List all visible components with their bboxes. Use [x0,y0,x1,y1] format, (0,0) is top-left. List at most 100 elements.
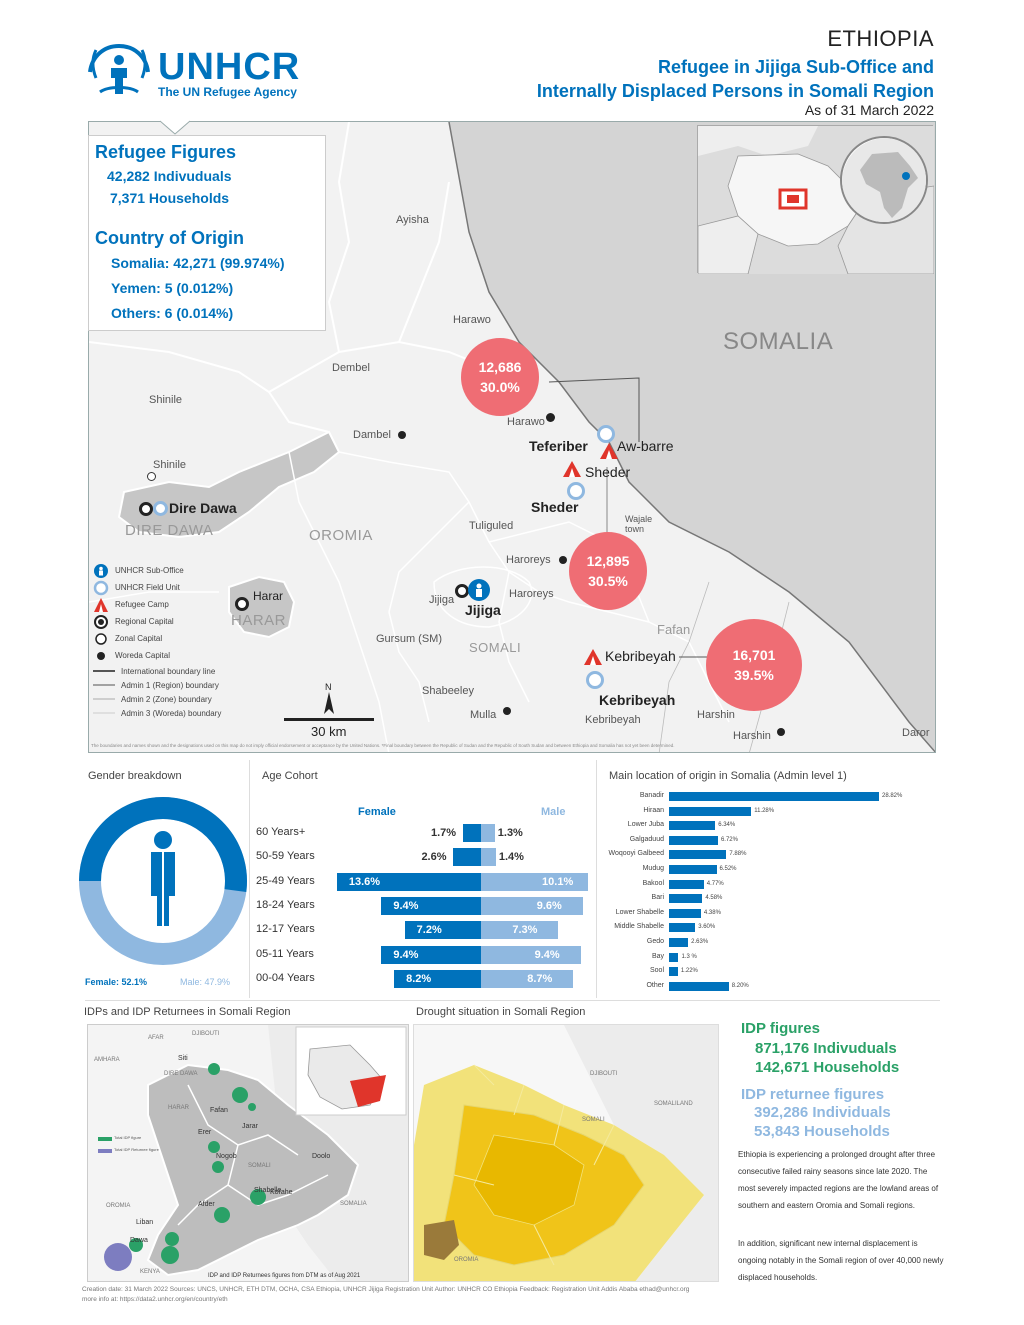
label-somali: SOMALI [469,640,522,655]
person-icon [151,831,175,926]
unhcr-logo [86,42,152,98]
origin-value-label: 4.77% [706,880,724,887]
age-male-value: 8.7% [527,972,553,985]
idp-label-somalia: SOMALIA [340,1201,367,1207]
origin-category-label: Banadir [639,792,664,799]
regional-capital-jijiga [455,584,469,598]
idp-label-siti: Siti [178,1055,188,1062]
idp-label-somali: SOMALI [248,1163,271,1169]
origin-bar [669,806,752,816]
idp-label-oromia: OROMIA [106,1203,131,1209]
bubble-count: 12,686 [478,359,522,375]
origin-category-label: Hiraan [643,806,664,814]
divider [85,1000,940,1001]
refugee-camp-icon [94,597,108,612]
origin-value-label: 6.72% [720,836,738,843]
label-haroreys: Haroreys [506,554,551,566]
refugee-camp-sheder-icon [563,461,581,477]
origin-bar [669,952,679,962]
footer-link[interactable]: more info at: https://data2.unhcr.org/en… [82,1296,228,1303]
label-jijiga: Jijiga [465,602,501,618]
origin-value-label: 4.58% [705,895,723,902]
population-bubble-kebribeyah: 16,701 39.5% [706,619,802,711]
idp-label-liban: Liban [136,1219,154,1226]
origin-value-label: 28.82% [882,793,903,799]
field-unit-sheder-icon [567,482,585,500]
age-female-value: 1.7% [430,827,457,839]
woreda-capital-dambel [398,431,406,439]
age-male-label: Male [541,806,566,818]
legend-zonal-capital: Zonal Capital [93,630,253,647]
label-harawo: Harawo [453,314,491,326]
page-country: ETHIOPIA [827,26,934,51]
age-female-bar [394,969,481,988]
label-tuliguled: Tuliguled [469,520,514,532]
idp-label-afder: Afder [198,1201,215,1208]
age-row-label: 00-04 Years [256,971,315,984]
legend-label: Admin 1 (Region) boundary [121,680,219,690]
idp-map: AFAR DJIBOUTI AMHARA Siti DIRE DAWA HARA… [87,1024,409,1282]
origin-category-label: Bari [651,894,664,902]
label-kebribeyah-camp: Kebribeyah [605,648,676,664]
origin-category-label: Bakool [642,879,664,887]
bubble-pct: 39.5% [734,667,774,683]
origin-bar [669,821,716,831]
drought-label-somali: SOMALI [582,1117,605,1123]
label-aw-barre: Aw-barre [617,438,674,454]
divider [596,760,597,998]
idp-map-note: IDP and IDP Returnees figures from DTM a… [208,1273,361,1279]
origin-category-label: Bay [651,952,664,960]
report-date: As of 31 March 2022 [804,102,934,118]
refugee-camp-aw-barre-icon [600,443,618,459]
legend-field-unit: UNHCR Field Unit [93,579,253,596]
woreda-capital-haroreys [559,556,567,564]
globe-inset [840,136,928,224]
label-dire-dawa: Dire Dawa [169,500,237,516]
origin-category-label: Lower Shabelle [615,908,664,916]
origin-bar [669,792,879,801]
africa-globe-icon [842,138,926,222]
idp-label-amhara: AMHARA [94,1057,120,1063]
age-male-value: 9.6% [536,899,562,912]
label-teferiber: Teferiber [529,438,588,454]
footer-credits: Creation date: 31 March 2022 Sources: UN… [82,1286,690,1293]
age-row-label: 18-24 Years [256,898,315,911]
legend-international-boundary: International boundary line [93,664,253,678]
legend-admin3: Admin 3 (Woreda) boundary [93,706,253,720]
somalia-area [449,122,935,752]
label-wajale: Wajale town [625,514,653,534]
age-male-bar [481,921,559,940]
idp-label-erer: Erer [198,1129,212,1136]
age-female-bar [462,824,481,842]
label-gursum: Gursum (SM) [376,633,442,645]
refugee-figures-title: Refugee Figures [95,142,237,162]
idp-map-svg [98,1025,408,1281]
female-arc [79,797,247,893]
age-male-bar [481,969,574,988]
origin-value-label: 2.63% [691,939,709,945]
idp-figures-title: IDP figures [741,1020,820,1037]
gender-donut [79,797,247,965]
label-mulla: Mulla [470,709,497,721]
sub-office-jijiga-icon [468,579,490,601]
age-row-label: 50-59 Years [256,850,315,863]
label-shinile: Shinile [149,394,183,406]
idp-label-afar: AFAR [148,1035,164,1041]
origin-bar [669,865,717,874]
label-harawo-town: Harawo [507,416,545,428]
title-line-1: Refugee in Jijiga Sub-Office and [657,57,934,77]
label-harar: Harar [253,589,284,603]
origin-bar [669,908,701,918]
origin-value-label: 8.20% [731,982,749,989]
age-female-value: 2.6% [421,851,447,864]
legend-label: Refugee Camp [115,600,169,609]
origin-bar [669,938,689,947]
origin-value-label: 6.34% [718,822,736,829]
origin-bar [669,879,704,889]
origin-category-label: Lower Juba [627,821,664,829]
origin-category-label: Other [646,981,664,989]
line-icon [93,712,115,714]
field-unit-dire-dawa-icon [153,501,168,516]
origin-bar-chart: Banadir 28.82% Hiraan 11.28% Lower Juba 6.34%… [600,790,930,1000]
refugee-camp-kebribeyah-icon [584,649,602,665]
